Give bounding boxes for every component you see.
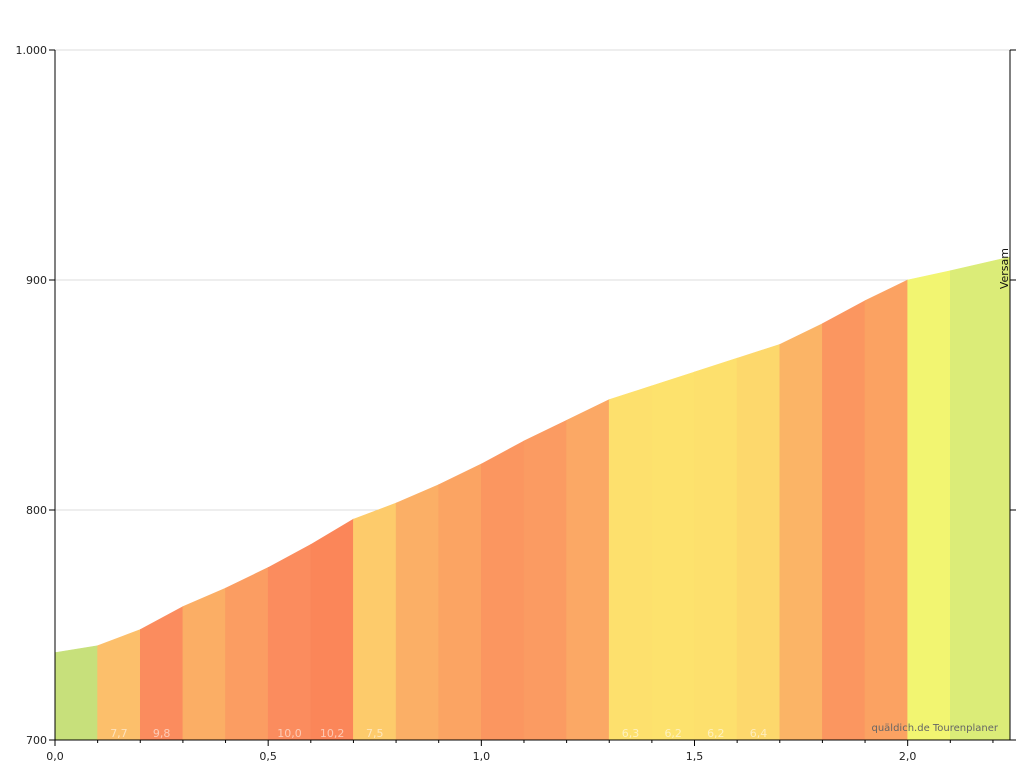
x-tick-label: 0,5 — [259, 750, 277, 763]
profile-segment — [608, 385, 653, 741]
x-tick-label: 2,0 — [899, 750, 917, 763]
profile-segment — [779, 323, 823, 741]
profile-segment — [523, 419, 567, 741]
y-tick-label: 1.000 — [16, 44, 48, 57]
gradient-label: 6,2 — [664, 727, 682, 740]
place-markers: Versam — [998, 248, 1011, 289]
profile-segment — [353, 502, 397, 741]
profile-segment — [481, 440, 525, 741]
gradient-label: 10,2 — [320, 727, 345, 740]
profile-segment — [54, 645, 98, 741]
x-tick-label: 1,0 — [473, 750, 491, 763]
gradient-label: 10,0 — [277, 727, 302, 740]
profile-segment — [225, 567, 269, 741]
gradient-label: 6,4 — [750, 727, 768, 740]
y-tick-label: 800 — [26, 504, 47, 517]
gradient-labels: 7,7 9,8 10,0 10,2 7,5 6,3 6,2 6,2 6,4 — [110, 727, 767, 740]
x-tick-label: 0,0 — [46, 750, 64, 763]
profile-segment — [267, 543, 312, 741]
y-tick-label: 900 — [26, 274, 47, 287]
gradient-label: 6,3 — [622, 727, 640, 740]
profile-segment — [907, 270, 951, 741]
gradient-segments — [54, 256, 1011, 741]
profile-segment — [182, 587, 226, 741]
profile-segment — [651, 371, 695, 741]
gradient-label: 7,7 — [110, 727, 128, 740]
profile-segment — [438, 463, 482, 741]
profile-segment — [566, 399, 610, 741]
profile-segment — [950, 256, 1011, 741]
profile-segment — [140, 606, 184, 741]
gradient-label: 6,2 — [707, 727, 725, 740]
place-label: Versam — [998, 248, 1011, 289]
profile-segment — [736, 343, 781, 741]
axes: 700 800 900 1.000 0,0 0,5 1,0 1,5 2,0 — [16, 44, 1016, 763]
profile-segment — [694, 357, 738, 741]
profile-segment — [395, 484, 439, 741]
gradient-label: 9,8 — [153, 727, 171, 740]
profile-segment — [822, 300, 866, 741]
profile-segment — [864, 279, 908, 741]
profile-segment — [310, 518, 354, 741]
profile-segment — [97, 629, 141, 741]
gradient-label: 7,5 — [366, 727, 384, 740]
y-tick-label: 700 — [26, 734, 47, 747]
x-tick-label: 1,5 — [686, 750, 704, 763]
credit-text: quäldich.de Tourenplaner — [871, 723, 998, 734]
